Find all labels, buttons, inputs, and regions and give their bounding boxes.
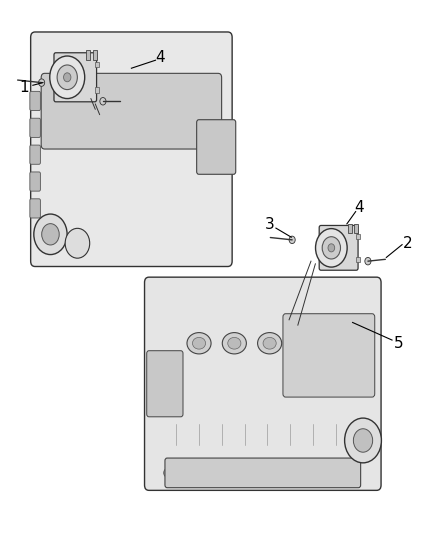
Circle shape xyxy=(164,469,171,477)
FancyBboxPatch shape xyxy=(194,84,212,118)
Ellipse shape xyxy=(228,337,241,349)
FancyBboxPatch shape xyxy=(30,91,40,110)
Text: 5: 5 xyxy=(394,336,403,351)
Text: 4: 4 xyxy=(155,50,165,64)
Circle shape xyxy=(365,257,371,265)
Circle shape xyxy=(200,469,207,477)
FancyBboxPatch shape xyxy=(55,84,73,118)
Bar xyxy=(86,51,90,61)
Text: 4: 4 xyxy=(354,200,364,215)
FancyBboxPatch shape xyxy=(165,458,360,488)
FancyBboxPatch shape xyxy=(148,84,165,118)
FancyBboxPatch shape xyxy=(197,120,236,174)
Circle shape xyxy=(100,98,106,105)
Ellipse shape xyxy=(298,337,311,349)
Ellipse shape xyxy=(187,333,211,354)
FancyBboxPatch shape xyxy=(171,84,188,118)
Circle shape xyxy=(309,469,316,477)
Circle shape xyxy=(237,469,244,477)
Circle shape xyxy=(39,79,45,86)
Bar xyxy=(95,62,99,67)
FancyBboxPatch shape xyxy=(102,84,119,118)
Circle shape xyxy=(65,228,90,258)
Bar xyxy=(356,233,360,239)
FancyBboxPatch shape xyxy=(30,145,40,164)
Bar xyxy=(354,223,358,232)
Text: 2: 2 xyxy=(403,236,412,251)
Text: 3: 3 xyxy=(265,217,274,232)
Ellipse shape xyxy=(293,333,317,354)
FancyBboxPatch shape xyxy=(30,199,40,218)
Bar xyxy=(92,51,97,61)
FancyBboxPatch shape xyxy=(145,277,381,490)
Circle shape xyxy=(64,66,83,90)
Circle shape xyxy=(346,469,353,477)
Text: 1: 1 xyxy=(19,80,29,95)
Circle shape xyxy=(57,65,78,90)
FancyBboxPatch shape xyxy=(54,53,96,102)
Ellipse shape xyxy=(222,333,246,354)
Ellipse shape xyxy=(263,337,276,349)
FancyBboxPatch shape xyxy=(319,225,358,270)
Circle shape xyxy=(322,237,340,259)
FancyBboxPatch shape xyxy=(41,74,222,149)
Circle shape xyxy=(273,469,280,477)
Ellipse shape xyxy=(258,333,282,354)
Bar xyxy=(356,257,360,262)
Circle shape xyxy=(42,224,59,245)
FancyBboxPatch shape xyxy=(124,84,142,118)
FancyBboxPatch shape xyxy=(283,314,375,397)
FancyBboxPatch shape xyxy=(78,84,96,118)
Circle shape xyxy=(328,244,335,252)
Circle shape xyxy=(353,429,373,452)
Circle shape xyxy=(64,73,71,82)
Circle shape xyxy=(50,56,85,99)
Circle shape xyxy=(315,229,347,267)
Ellipse shape xyxy=(192,337,205,349)
FancyBboxPatch shape xyxy=(31,32,232,266)
FancyBboxPatch shape xyxy=(30,172,40,191)
Bar xyxy=(95,87,99,93)
FancyBboxPatch shape xyxy=(147,351,183,417)
Circle shape xyxy=(34,214,67,255)
Circle shape xyxy=(289,236,295,244)
FancyBboxPatch shape xyxy=(30,118,40,138)
Circle shape xyxy=(345,418,381,463)
Bar xyxy=(348,223,352,232)
